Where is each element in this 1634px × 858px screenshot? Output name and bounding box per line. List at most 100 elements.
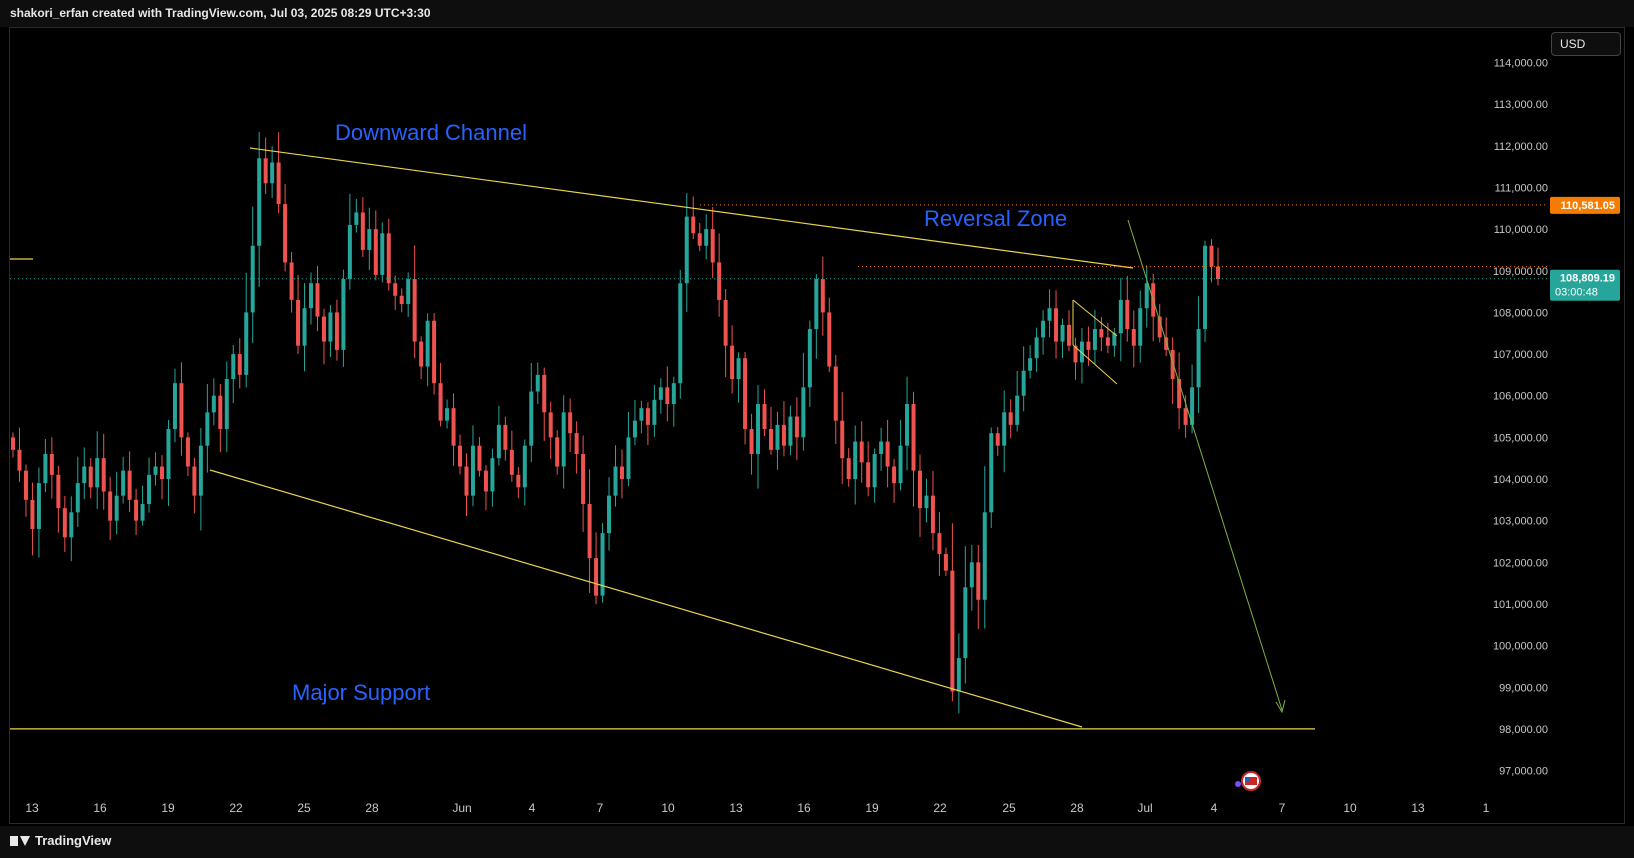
candle-body xyxy=(516,474,521,488)
candle xyxy=(613,445,618,507)
candle-body xyxy=(1164,337,1169,350)
candle xyxy=(516,466,521,499)
candle xyxy=(788,405,793,456)
candle-body xyxy=(872,454,877,488)
y-tick-label: 114,000.00 xyxy=(1494,58,1548,70)
candle xyxy=(1118,277,1123,362)
candle xyxy=(432,312,437,395)
candle-body xyxy=(600,533,605,596)
candle xyxy=(995,426,1000,456)
candle-body xyxy=(445,408,450,421)
candle xyxy=(425,313,430,387)
candle-body xyxy=(691,216,696,234)
candle xyxy=(108,476,113,541)
candle xyxy=(147,457,152,513)
candle-body xyxy=(283,204,288,263)
candle xyxy=(289,251,294,313)
candle-body xyxy=(121,470,126,496)
candle xyxy=(749,413,754,475)
candle-body xyxy=(950,570,955,692)
candle-body xyxy=(108,491,113,521)
candle xyxy=(678,269,683,399)
candle-body xyxy=(658,387,663,400)
candle-body xyxy=(1099,329,1104,338)
candle xyxy=(1015,371,1020,432)
candle xyxy=(710,207,715,279)
candle xyxy=(1177,352,1182,430)
candle xyxy=(600,523,605,603)
candle-body xyxy=(69,512,74,538)
candle-body xyxy=(1196,329,1201,388)
candle xyxy=(743,351,748,445)
projection-arrow-head xyxy=(1275,699,1286,714)
candle-body xyxy=(147,474,152,504)
candle-body xyxy=(917,470,922,509)
candle-body xyxy=(412,279,417,342)
candle xyxy=(250,206,255,344)
currency-selector[interactable]: USD xyxy=(1551,32,1621,56)
candle xyxy=(419,336,424,380)
candle xyxy=(1138,290,1143,363)
x-tick-label: 22 xyxy=(229,801,243,815)
candle-body xyxy=(1190,387,1195,425)
candle xyxy=(1066,310,1071,352)
candle xyxy=(11,432,15,458)
header-bar: shakori_erfan created with TradingView.c… xyxy=(0,0,1634,27)
candle xyxy=(1125,275,1130,342)
drawings: Downward Channel Reversal Zone Major Suppo… xyxy=(10,120,1548,791)
y-tick-label: 104,000.00 xyxy=(1493,474,1548,486)
y-tick-label: 105,000.00 xyxy=(1493,432,1548,444)
annotation-label: Downward Channel xyxy=(335,120,527,145)
candle-body xyxy=(88,466,93,488)
candle xyxy=(263,137,268,195)
candle-body xyxy=(36,483,41,529)
candle-body xyxy=(548,412,553,438)
candle-body xyxy=(1203,245,1208,330)
candle xyxy=(321,308,326,365)
candle-body xyxy=(749,429,754,455)
x-tick-label: 13 xyxy=(25,801,39,815)
candle-body xyxy=(879,441,884,455)
candle-body xyxy=(315,283,320,317)
candle-body xyxy=(192,466,197,496)
candle xyxy=(548,401,553,459)
candle xyxy=(160,455,165,500)
y-tick-label: 113,000.00 xyxy=(1494,99,1548,111)
candle xyxy=(75,456,80,527)
candle-body xyxy=(911,404,916,471)
candle-body xyxy=(814,279,819,330)
candle xyxy=(1060,318,1065,359)
candle xyxy=(529,363,534,463)
candle xyxy=(917,454,922,537)
candle xyxy=(1131,310,1136,368)
candle-body xyxy=(172,383,177,430)
candle-body xyxy=(522,445,527,488)
candle-body xyxy=(341,279,346,350)
candle xyxy=(283,183,288,272)
candle xyxy=(483,465,488,511)
candle-body xyxy=(127,470,132,500)
candle xyxy=(509,430,514,482)
x-tick-label: 7 xyxy=(1279,801,1286,815)
candle-body xyxy=(43,454,48,484)
y-tick-label: 110,000.00 xyxy=(1494,224,1548,236)
candle-body xyxy=(768,429,773,450)
candle-body xyxy=(490,458,495,492)
x-tick-label: 19 xyxy=(161,801,175,815)
y-tick-label: 98,000.00 xyxy=(1499,724,1548,736)
candle-body xyxy=(1131,329,1136,346)
candle xyxy=(211,378,216,426)
candle xyxy=(1164,317,1169,357)
candle-body xyxy=(535,374,540,392)
x-tick-label: Jul xyxy=(1137,801,1152,815)
x-tick-label: 16 xyxy=(797,801,811,815)
tradingview-logo[interactable]: TradingView xyxy=(10,833,111,848)
candle-body xyxy=(218,395,223,430)
candle-body xyxy=(833,366,838,421)
candle xyxy=(1028,345,1033,379)
candle xyxy=(82,447,87,500)
candle xyxy=(535,362,540,405)
candle xyxy=(166,419,171,506)
candle xyxy=(393,275,398,310)
